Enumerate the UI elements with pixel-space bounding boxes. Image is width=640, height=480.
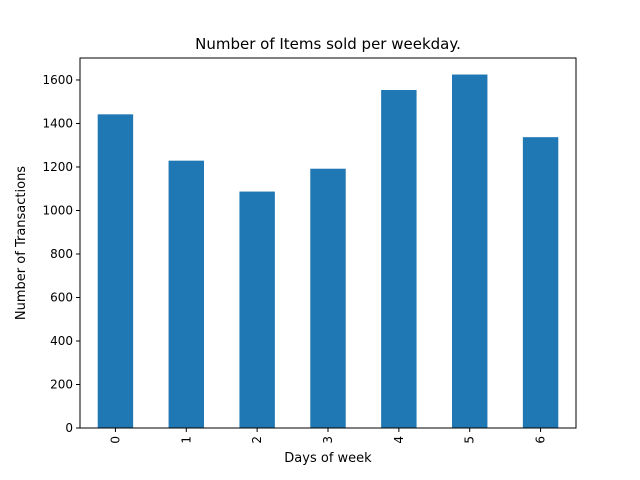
y-tick-label: 1600 bbox=[42, 73, 73, 87]
y-tick-label: 800 bbox=[50, 247, 73, 261]
x-tick-label: 0 bbox=[108, 436, 122, 444]
y-tick-label: 1000 bbox=[42, 203, 73, 217]
bar-day-0 bbox=[97, 114, 134, 428]
y-tick-label: 0 bbox=[65, 421, 73, 435]
x-tick-label: 5 bbox=[463, 436, 477, 444]
x-axis-label: Days of week bbox=[284, 451, 372, 466]
bar-day-1 bbox=[168, 160, 204, 429]
x-tick-label: 3 bbox=[321, 436, 335, 444]
y-tick-label: 400 bbox=[50, 334, 73, 348]
y-tick-label: 1400 bbox=[42, 116, 73, 130]
chart-title: Number of Items sold per weekday. bbox=[195, 35, 461, 53]
bar-day-4 bbox=[381, 89, 417, 428]
bar-day-3 bbox=[310, 168, 346, 428]
bar-day-5 bbox=[452, 74, 488, 428]
y-axis-label: Number of Transactions bbox=[14, 166, 29, 320]
plot-frame bbox=[79, 57, 577, 429]
y-tick-label: 200 bbox=[50, 377, 73, 391]
x-tick-label: 4 bbox=[392, 436, 406, 444]
y-tick-label: 1200 bbox=[42, 160, 73, 174]
x-tick-label: 6 bbox=[534, 436, 548, 444]
x-tick-label: 2 bbox=[250, 436, 264, 444]
bar-day-6 bbox=[522, 137, 559, 428]
bar-day-2 bbox=[239, 191, 275, 428]
x-tick-label: 1 bbox=[179, 436, 193, 444]
y-tick-label: 600 bbox=[50, 290, 73, 304]
